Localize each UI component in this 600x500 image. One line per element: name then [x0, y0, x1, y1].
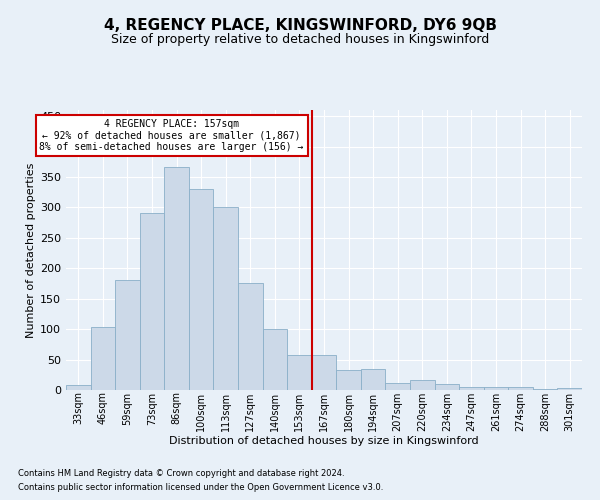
Bar: [336, 370, 361, 390]
Bar: [164, 166, 189, 390]
Y-axis label: Number of detached properties: Number of detached properties: [26, 162, 36, 338]
Bar: [140, 214, 164, 390]
Bar: [385, 384, 410, 390]
Text: Contains HM Land Registry data © Crown copyright and database right 2024.: Contains HM Land Registry data © Crown c…: [18, 468, 344, 477]
Bar: [484, 387, 508, 390]
Bar: [361, 368, 385, 390]
X-axis label: Distribution of detached houses by size in Kingswinford: Distribution of detached houses by size …: [169, 436, 479, 446]
Text: 4, REGENCY PLACE, KINGSWINFORD, DY6 9QB: 4, REGENCY PLACE, KINGSWINFORD, DY6 9QB: [104, 18, 497, 32]
Bar: [238, 284, 263, 390]
Bar: [263, 329, 287, 390]
Bar: [66, 385, 91, 390]
Bar: [557, 388, 582, 390]
Text: Size of property relative to detached houses in Kingswinford: Size of property relative to detached ho…: [111, 32, 489, 46]
Bar: [533, 389, 557, 390]
Bar: [312, 356, 336, 390]
Bar: [434, 384, 459, 390]
Text: Contains public sector information licensed under the Open Government Licence v3: Contains public sector information licen…: [18, 484, 383, 492]
Bar: [214, 208, 238, 390]
Bar: [91, 328, 115, 390]
Bar: [410, 380, 434, 390]
Bar: [115, 280, 140, 390]
Text: 4 REGENCY PLACE: 157sqm
← 92% of detached houses are smaller (1,867)
8% of semi-: 4 REGENCY PLACE: 157sqm ← 92% of detache…: [40, 119, 304, 152]
Bar: [189, 189, 214, 390]
Bar: [459, 387, 484, 390]
Bar: [287, 356, 312, 390]
Bar: [508, 387, 533, 390]
